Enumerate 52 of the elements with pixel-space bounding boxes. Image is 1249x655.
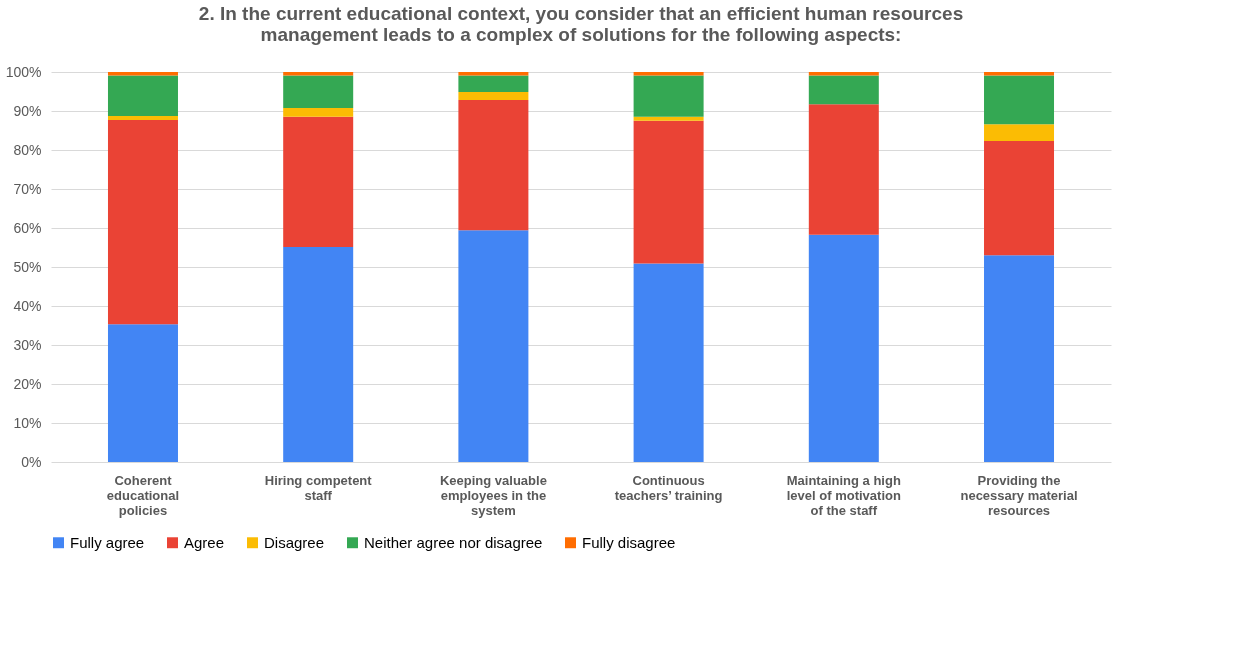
bar	[458, 72, 529, 76]
x-tick-label: Maintaining a high level of motivation of the staff	[786, 472, 901, 518]
bar	[283, 75, 354, 108]
y-tick-label: 60%	[13, 219, 42, 236]
bar	[808, 75, 879, 105]
bar	[458, 91, 529, 101]
bar	[107, 72, 178, 76]
bar	[984, 124, 1055, 142]
x-tick-label: Providing the necessary material resources	[960, 472, 1078, 518]
bar	[808, 234, 879, 462]
y-tick-label: 0%	[21, 453, 42, 470]
y-tick-label: 40%	[13, 297, 42, 314]
bar	[984, 141, 1055, 256]
legend-label: Agree	[184, 533, 225, 551]
bar	[107, 324, 178, 462]
x-tick-label: Coherent educational policies	[106, 472, 180, 518]
bar	[458, 230, 529, 462]
bar	[984, 255, 1055, 462]
bar	[283, 107, 354, 117]
y-tick-label: 80%	[13, 141, 42, 158]
legend-label: Fully disagree	[582, 533, 676, 551]
bar	[633, 72, 704, 76]
bar	[633, 120, 704, 264]
bar	[283, 72, 354, 76]
x-tick-label: Continuous teachers’ training	[614, 472, 723, 503]
bar	[808, 104, 879, 235]
bar	[107, 116, 178, 120]
legend-label: Disagree	[264, 533, 325, 551]
bar	[633, 263, 704, 462]
bar	[458, 100, 529, 231]
bar	[283, 247, 354, 462]
chart-title: 2. In the current educational context, you consider that an efficient human resources management leads to a complex of solutions for the following aspects:	[198, 3, 964, 45]
x-tick-label: Keeping valuable employees in the system	[439, 472, 547, 518]
x-tick-label: Hiring competent staff	[264, 472, 373, 503]
y-tick-label: 10%	[13, 414, 42, 431]
bar	[808, 72, 879, 76]
legend-label: Fully agree	[70, 533, 145, 551]
y-tick-label: 100%	[5, 63, 42, 80]
bar	[458, 75, 529, 92]
bar	[984, 72, 1055, 76]
bar	[633, 116, 704, 121]
bar	[984, 75, 1055, 125]
legend-label: Neither agree nor disagree	[364, 533, 543, 551]
y-tick-label: 70%	[13, 180, 42, 197]
bar	[283, 116, 354, 248]
y-tick-label: 90%	[13, 102, 42, 119]
y-tick-label: 50%	[13, 258, 42, 275]
bar	[107, 119, 178, 325]
y-tick-label: 30%	[13, 336, 42, 353]
y-tick-label: 20%	[13, 375, 42, 392]
bar	[107, 75, 178, 117]
bar	[633, 75, 704, 117]
